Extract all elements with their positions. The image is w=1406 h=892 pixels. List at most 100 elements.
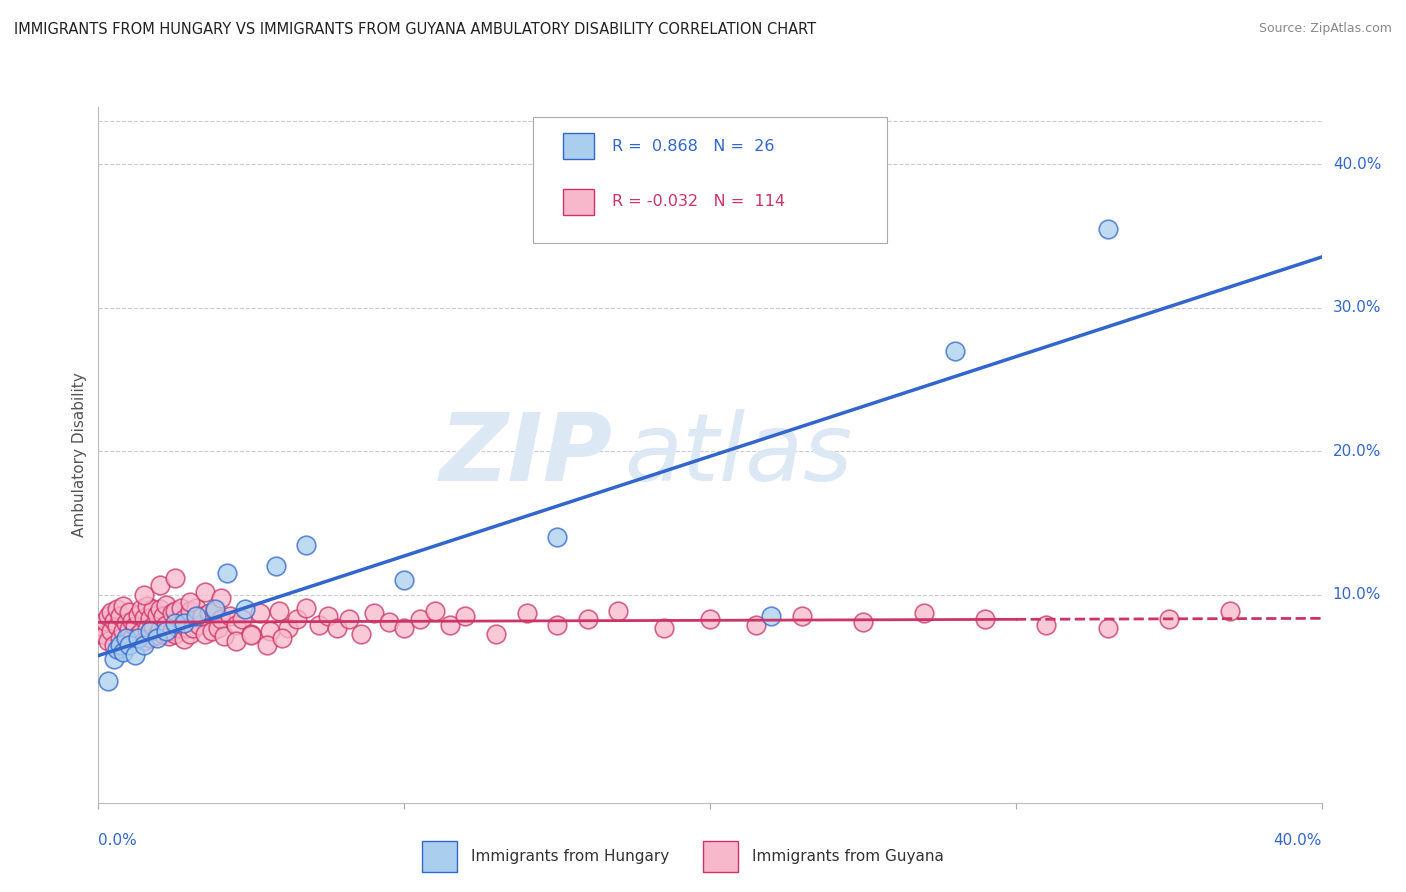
Point	[316, 609, 339, 624]
Point	[118, 622, 141, 636]
Point	[108, 638, 131, 652]
Point	[155, 624, 177, 638]
Point	[163, 616, 186, 631]
Point	[326, 621, 349, 635]
Point	[1035, 618, 1057, 632]
Point	[111, 599, 134, 614]
Point	[194, 585, 217, 599]
Point	[155, 598, 177, 612]
Y-axis label: Ambulatory Disability: Ambulatory Disability	[72, 373, 87, 537]
Point	[145, 631, 167, 645]
Point	[790, 609, 813, 624]
Point	[439, 618, 461, 632]
Point	[295, 600, 318, 615]
Point	[285, 612, 308, 626]
Point	[97, 609, 120, 624]
Point	[105, 619, 128, 633]
Point	[134, 588, 156, 602]
Point	[240, 626, 263, 640]
Point	[576, 612, 599, 626]
Point	[186, 600, 208, 615]
Text: 20.0%: 20.0%	[1333, 444, 1381, 458]
Point	[408, 612, 430, 626]
Point	[160, 624, 183, 638]
Text: Source: ZipAtlas.com: Source: ZipAtlas.com	[1258, 22, 1392, 36]
Point	[423, 603, 446, 617]
Text: R =  0.868   N =  26: R = 0.868 N = 26	[612, 138, 775, 153]
Point	[163, 571, 186, 585]
Text: 40.0%: 40.0%	[1274, 833, 1322, 848]
Point	[912, 607, 935, 621]
Point	[485, 626, 508, 640]
Point	[1219, 603, 1241, 617]
Point	[105, 642, 128, 657]
Point	[105, 602, 128, 616]
Point	[194, 626, 217, 640]
Point	[163, 626, 186, 640]
Point	[160, 607, 183, 621]
Point	[745, 618, 768, 632]
Point	[759, 609, 782, 624]
Point	[204, 602, 226, 616]
Point	[129, 625, 152, 640]
Point	[212, 629, 235, 643]
Point	[267, 603, 290, 617]
Point	[186, 609, 208, 624]
Point	[392, 574, 416, 588]
Point	[145, 607, 167, 622]
Point	[204, 603, 226, 617]
Point	[103, 638, 125, 652]
Point	[392, 621, 416, 635]
Point	[93, 628, 115, 642]
Point	[295, 538, 318, 552]
Point	[240, 628, 263, 642]
Point	[607, 603, 630, 617]
Point	[103, 652, 125, 666]
Point	[256, 638, 278, 652]
Point	[170, 600, 193, 615]
Point	[127, 607, 149, 622]
Text: Immigrants from Guyana: Immigrants from Guyana	[752, 849, 943, 863]
Point	[546, 618, 568, 632]
Text: 10.0%: 10.0%	[1333, 587, 1381, 602]
Point	[157, 629, 180, 643]
Point	[124, 619, 146, 633]
Point	[454, 609, 477, 624]
Point	[139, 624, 162, 638]
Point	[176, 621, 198, 635]
Point	[233, 602, 256, 616]
Point	[699, 612, 721, 626]
Point	[134, 611, 156, 625]
Bar	[564, 133, 593, 159]
Point	[259, 624, 281, 638]
Point	[652, 621, 675, 635]
Point	[852, 615, 875, 629]
Point	[134, 638, 156, 652]
Text: R = -0.032   N =  114: R = -0.032 N = 114	[612, 194, 786, 210]
Point	[546, 530, 568, 544]
Point	[108, 609, 131, 624]
Point	[350, 626, 373, 640]
Point	[139, 631, 162, 645]
Point	[90, 619, 112, 633]
Point	[337, 612, 360, 626]
Point	[167, 621, 190, 635]
Point	[200, 624, 222, 638]
Point	[179, 603, 201, 617]
Point	[149, 602, 172, 616]
Text: IMMIGRANTS FROM HUNGARY VS IMMIGRANTS FROM GUYANA AMBULATORY DISABILITY CORRELAT: IMMIGRANTS FROM HUNGARY VS IMMIGRANTS FR…	[14, 22, 817, 37]
Point	[215, 566, 238, 581]
Point	[1157, 612, 1180, 626]
Point	[134, 633, 156, 648]
Text: atlas: atlas	[624, 409, 852, 500]
Point	[139, 611, 162, 625]
Point	[181, 621, 204, 635]
Point	[264, 559, 287, 574]
Text: ZIP: ZIP	[439, 409, 612, 501]
Point	[363, 607, 385, 621]
Point	[100, 624, 122, 638]
Point	[121, 631, 143, 645]
Point	[127, 628, 149, 642]
Point	[103, 614, 125, 628]
Point	[152, 626, 174, 640]
